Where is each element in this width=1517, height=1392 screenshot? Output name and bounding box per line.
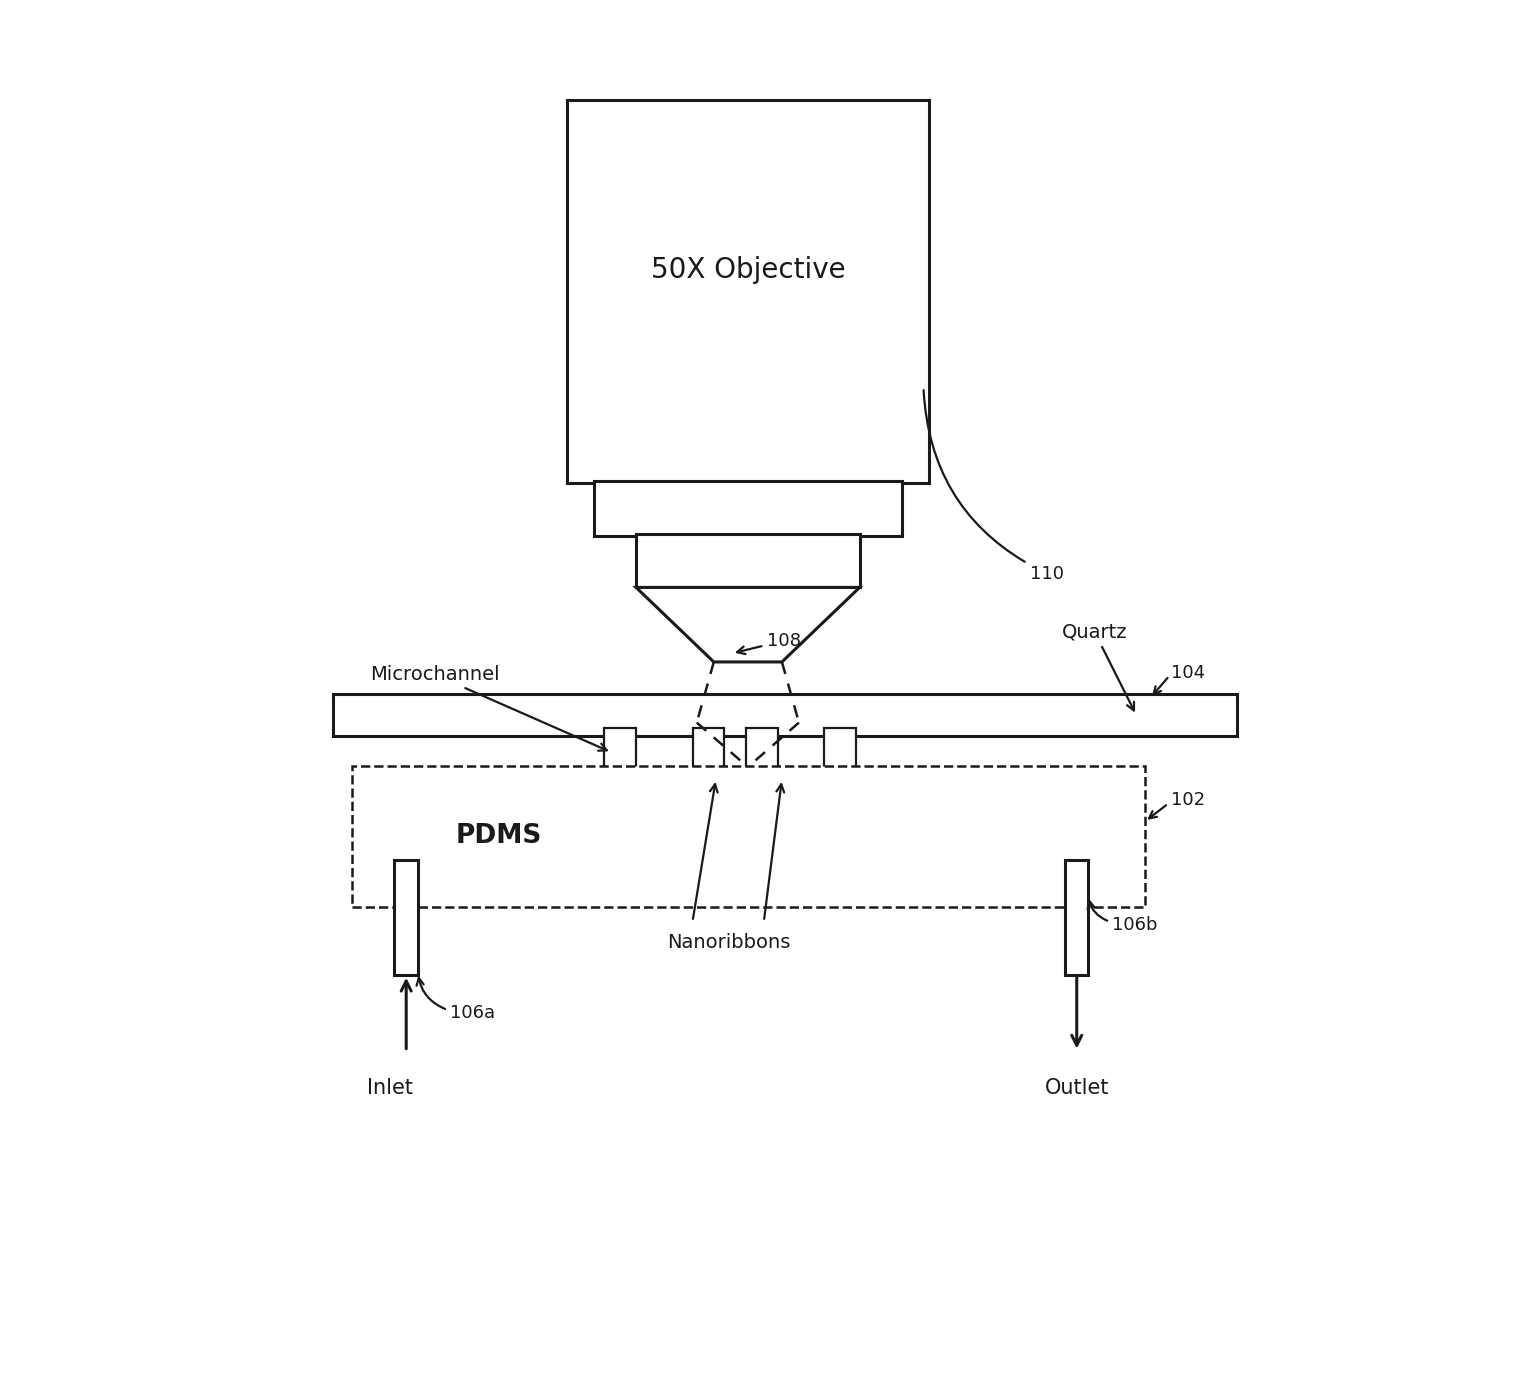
Text: 106a: 106a [451, 1004, 495, 1022]
Bar [825, 728, 857, 774]
Text: Outlet: Outlet [1045, 1079, 1109, 1098]
Text: Microchannel: Microchannel [370, 665, 607, 750]
Text: Nanoribbons: Nanoribbons [667, 934, 790, 952]
Bar [352, 766, 1145, 906]
Text: Inlet: Inlet [367, 1079, 413, 1098]
Text: 102: 102 [1171, 791, 1206, 809]
Bar [394, 860, 417, 974]
Text: 108: 108 [737, 632, 801, 654]
Bar [604, 728, 636, 774]
Text: 110: 110 [924, 390, 1063, 583]
Bar [636, 535, 860, 587]
Polygon shape [636, 587, 860, 663]
Bar [746, 728, 778, 774]
Text: PDMS: PDMS [455, 824, 542, 849]
Bar [332, 693, 1238, 736]
Bar [692, 728, 725, 774]
Bar [593, 482, 903, 536]
Text: 50X Objective: 50X Objective [651, 256, 845, 284]
Bar [1065, 860, 1089, 974]
Text: Quartz: Quartz [1062, 622, 1135, 710]
Bar [567, 100, 928, 483]
Text: 106b: 106b [1112, 916, 1157, 934]
Text: 104: 104 [1171, 664, 1206, 682]
